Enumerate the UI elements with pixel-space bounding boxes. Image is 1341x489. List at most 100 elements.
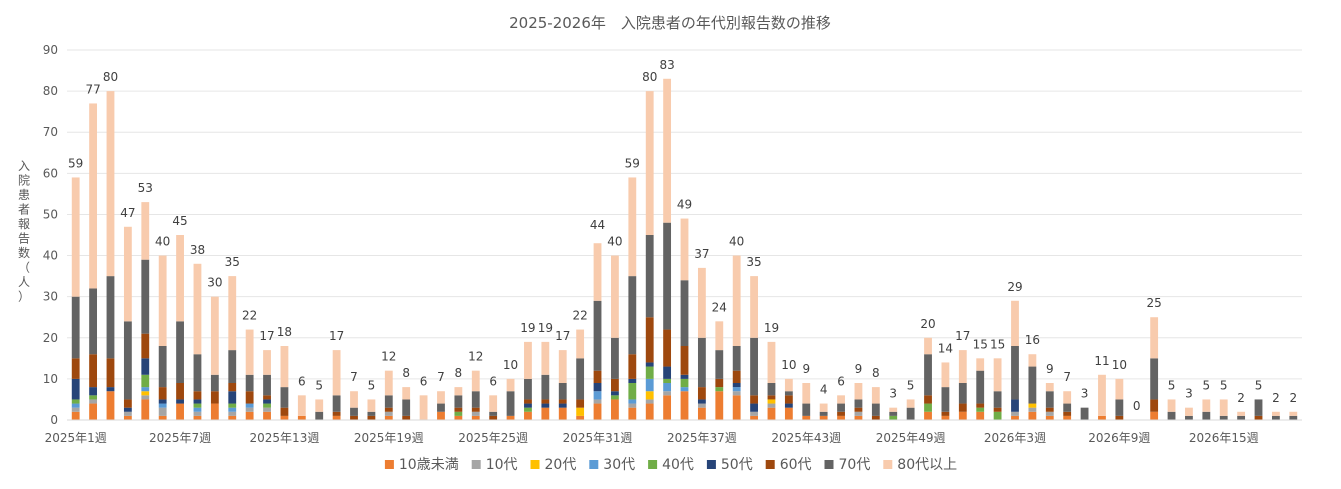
bar-segment — [558, 399, 567, 404]
bar-segment — [697, 407, 706, 420]
bar-segment — [645, 91, 654, 235]
bar-segment — [1063, 391, 1072, 404]
bar-segment — [1254, 415, 1263, 420]
bar-segment — [837, 415, 845, 420]
bar-segment — [871, 415, 880, 420]
bar-segment — [471, 411, 480, 416]
bar-segment — [158, 255, 167, 346]
bar-segment — [471, 370, 480, 392]
bar-segment — [628, 403, 637, 408]
bar-segment — [193, 263, 202, 355]
bar-segment — [367, 415, 376, 420]
total-label: 30 — [207, 276, 222, 290]
chart-title: 2025-2026年 入院患者の年代別報告数の推移 — [509, 14, 831, 32]
bar-segment — [228, 350, 237, 383]
bar-segment — [784, 378, 793, 392]
y-tick-label: 90 — [43, 43, 58, 57]
bar-segment — [628, 383, 637, 400]
bar-segment — [193, 407, 202, 412]
bar-segment — [1237, 411, 1246, 416]
bar-segment — [1271, 411, 1280, 416]
y-tick-label: 80 — [43, 84, 58, 98]
total-label: 20 — [920, 317, 935, 331]
x-tick-label: 2025年19週 — [354, 431, 424, 445]
bar-segment — [715, 350, 724, 379]
bar-segment — [193, 354, 202, 392]
bar-segment — [732, 383, 741, 388]
bar-segment — [506, 378, 515, 392]
total-label: 17 — [329, 329, 344, 343]
bar-segment — [141, 399, 150, 420]
bar-segment — [1063, 403, 1072, 412]
total-label: 22 — [572, 309, 587, 323]
bar-segment — [593, 243, 602, 301]
bar-segment — [611, 391, 619, 396]
bar-segment — [228, 276, 237, 351]
total-label: 0 — [1133, 399, 1141, 413]
bar-segment — [141, 333, 150, 359]
bar-segment — [1115, 415, 1124, 420]
y-tick-label: 50 — [43, 207, 58, 221]
bar-segment — [767, 403, 776, 408]
bar-segment — [645, 317, 654, 363]
bar-segment — [541, 341, 550, 375]
bar-segment — [89, 354, 98, 388]
bar-segment — [976, 403, 985, 408]
bar-segment — [889, 411, 898, 416]
bar-segment — [924, 354, 932, 396]
total-label: 24 — [712, 300, 727, 314]
bar-segment — [332, 350, 341, 396]
legend-swatch — [706, 460, 716, 469]
total-label: 38 — [190, 243, 205, 257]
total-label: 37 — [694, 247, 709, 261]
bar-segment — [1202, 411, 1211, 420]
bar-segment — [645, 378, 654, 392]
bar-segment — [889, 415, 898, 420]
y-tick-label: 40 — [43, 249, 58, 263]
bar-segment — [437, 411, 445, 420]
legend-swatch — [883, 460, 893, 469]
bar-segment — [454, 415, 463, 420]
bar-segment — [89, 288, 98, 355]
bar-segment — [524, 399, 532, 404]
bar-segment — [645, 366, 654, 379]
bar-segment — [489, 395, 498, 412]
bar-segment — [350, 391, 358, 408]
bar-segment — [906, 399, 915, 408]
gridlines — [67, 49, 1302, 380]
bar-segment — [1028, 407, 1037, 412]
total-label: 16 — [1025, 333, 1040, 347]
bar-segment — [941, 362, 950, 388]
bar-segment — [854, 415, 863, 420]
total-label: 10 — [1112, 358, 1127, 372]
bar-segment — [141, 202, 150, 260]
bar-segment — [1185, 407, 1193, 416]
bar-segment — [506, 391, 515, 416]
total-label: 17 — [259, 329, 274, 343]
bar-segment — [524, 407, 532, 412]
bar-segment — [89, 403, 98, 420]
total-label: 40 — [155, 235, 170, 249]
bar-segment — [437, 391, 445, 404]
bar-segment — [593, 403, 602, 420]
bar-segment — [628, 177, 637, 277]
total-label: 2 — [1237, 391, 1245, 405]
bar-segment — [628, 378, 637, 383]
x-tick-label: 2025年7週 — [149, 431, 211, 445]
bar-segment — [993, 358, 1002, 392]
bar-segment — [1150, 358, 1159, 400]
bar-segment — [889, 407, 898, 412]
bar-segment — [141, 259, 150, 334]
total-label: 5 — [907, 378, 915, 392]
bar-segment — [558, 403, 567, 408]
bar-segment — [210, 296, 219, 375]
total-label: 80 — [103, 70, 118, 84]
bar-segment — [732, 346, 741, 371]
bar-segment — [245, 374, 254, 392]
total-label: 18 — [277, 325, 292, 339]
bar-segment — [732, 387, 741, 392]
bar-segment — [993, 411, 1002, 420]
bar-segment — [767, 407, 776, 420]
legend-label: 50代 — [721, 457, 753, 473]
bar-segment — [958, 350, 967, 383]
